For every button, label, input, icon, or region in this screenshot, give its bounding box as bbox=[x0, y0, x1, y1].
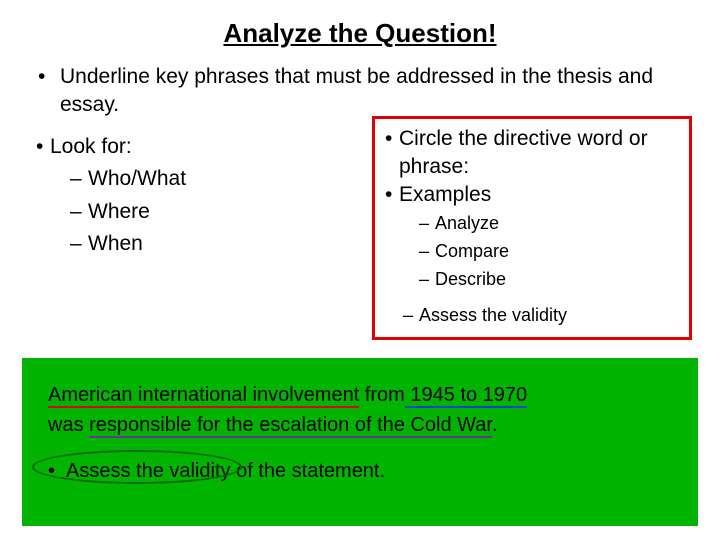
prompt-seg-what: responsible for the escalation of the Co… bbox=[89, 414, 492, 438]
prompt-seg-was: was bbox=[48, 414, 89, 436]
prompt-line-2: was responsible for the escalation of th… bbox=[48, 410, 672, 440]
left-column: Look for: Who/What Where When bbox=[28, 120, 354, 340]
look-for-item: Who/What bbox=[70, 163, 354, 196]
directive-line: Circle the directive word or phrase: bbox=[385, 125, 679, 182]
look-for-label: Look for: bbox=[36, 130, 354, 164]
look-for-item: When bbox=[70, 228, 354, 261]
directive-item: Describe bbox=[419, 266, 679, 294]
directive-extra: Assess the validity bbox=[385, 303, 679, 328]
directive-item: Compare bbox=[419, 238, 679, 266]
prompt-seg-from: from bbox=[359, 384, 405, 406]
directive-list: Analyze Compare Describe bbox=[385, 210, 679, 294]
look-for-list: Who/What Where When bbox=[36, 163, 354, 261]
look-for-block: Look for: Who/What Where When bbox=[36, 130, 354, 261]
prompt-stmt-directive: Assess the validity bbox=[66, 460, 231, 482]
page-title: Analyze the Question! bbox=[28, 18, 692, 49]
directive-box: Circle the directive word or phrase: Exa… bbox=[372, 116, 692, 340]
look-for-item: Where bbox=[70, 196, 354, 229]
main-bullet: Underline key phrases that must be addre… bbox=[38, 63, 692, 120]
examples-label: Examples bbox=[385, 181, 679, 209]
prompt-seg-period: . bbox=[492, 414, 498, 436]
prompt-block: American international involvement from … bbox=[22, 358, 698, 526]
slide-root: Analyze the Question! Underline key phra… bbox=[0, 0, 720, 540]
columns-row: Look for: Who/What Where When Circle the… bbox=[28, 120, 692, 340]
prompt-stmt-rest: of the statement. bbox=[231, 460, 386, 482]
directive-item: Analyze bbox=[419, 210, 679, 238]
prompt-statement: Assess the validity of the statement. bbox=[48, 456, 385, 486]
prompt-seg-when: 1945 to 1970 bbox=[405, 384, 527, 408]
prompt-seg-who: American international involvement bbox=[48, 384, 359, 408]
right-column: Circle the directive word or phrase: Exa… bbox=[372, 120, 692, 340]
prompt-line-1: American international involvement from … bbox=[48, 380, 672, 410]
